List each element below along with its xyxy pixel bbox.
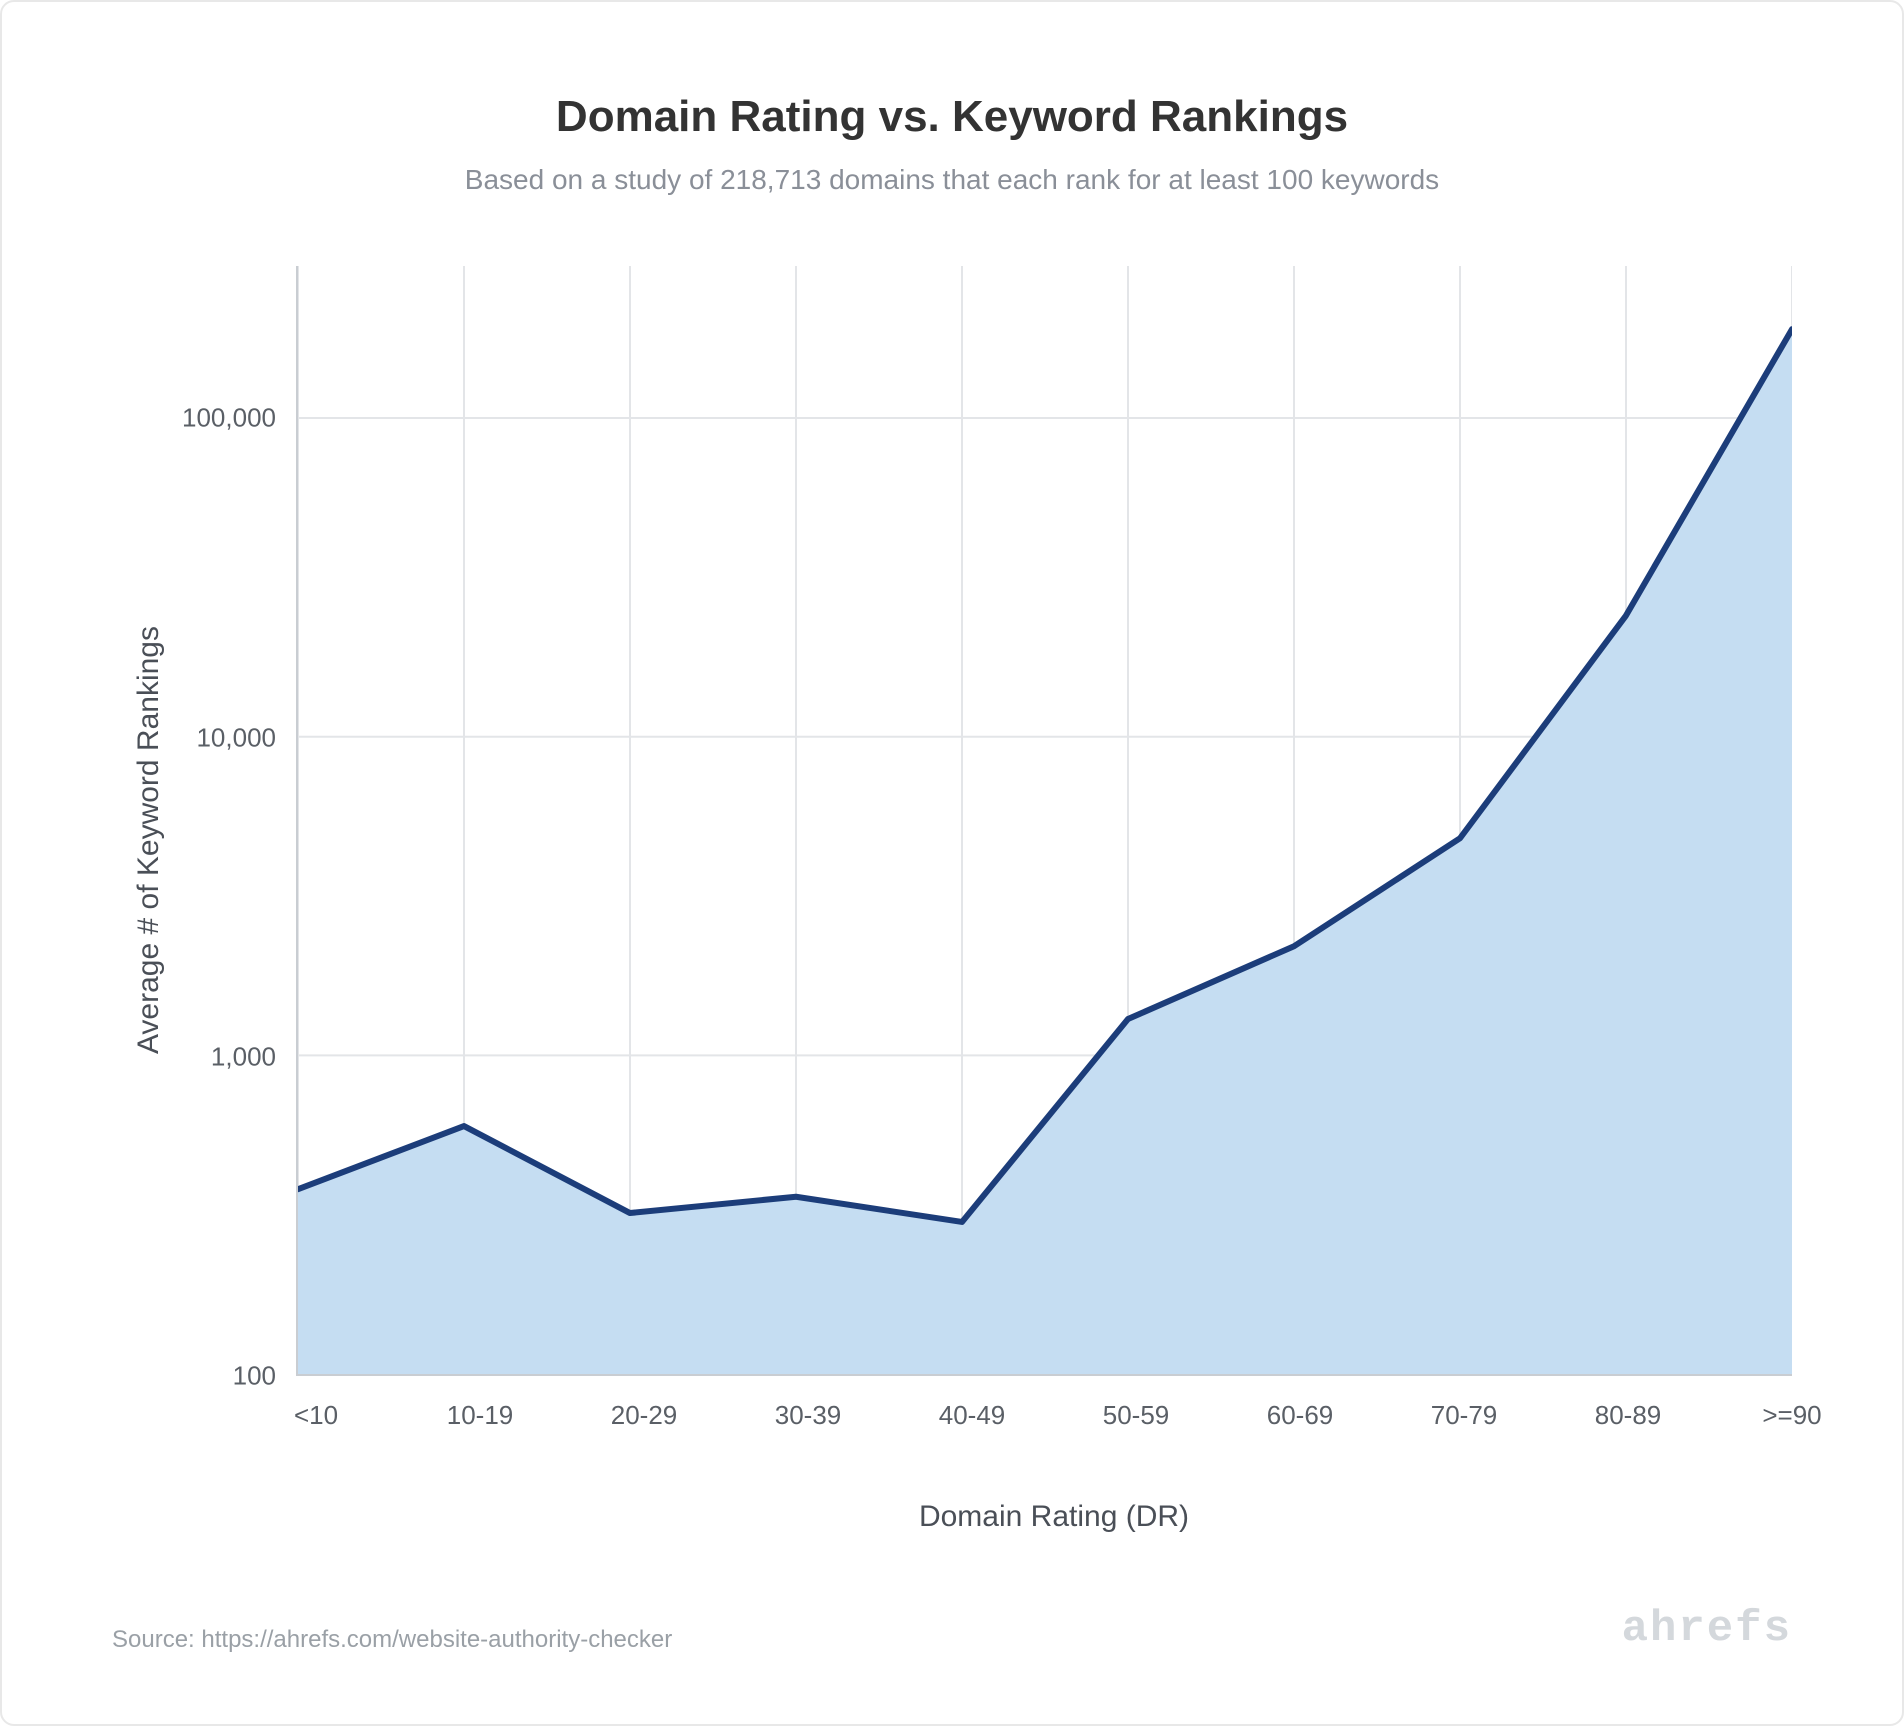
x-axis-label: Domain Rating (DR) [316,1500,1792,1534]
y-axis-ticks: 1001,00010,000100,000 [166,266,296,1376]
chart-area: Average # of Keyword Rankings 100 1,000 10… [112,266,1792,1534]
source-text: Source: https://ahrefs.com/website-autho… [112,1626,672,1654]
y-tick-label: 100,000 [182,403,276,434]
chart-svg [298,266,1792,1374]
x-tick-label: >=90 [1762,1400,1821,1431]
x-axis-ticks: <1010-1920-2930-3940-4950-5960-6970-7980… [316,1376,1792,1440]
x-tick-label: 30-39 [775,1400,842,1431]
chart-subtitle: Based on a study of 218,713 domains that… [112,164,1792,196]
y-tick-label: 100 [233,1361,276,1392]
plot-region [296,266,1792,1376]
y-tick-label: 1,000 [211,1041,276,1072]
chart-card: Domain Rating vs. Keyword Rankings Based… [0,0,1904,1726]
x-tick-label: 20-29 [611,1400,678,1431]
x-tick-label: 60-69 [1267,1400,1334,1431]
brand-logo: ahrefs [1622,1604,1792,1654]
x-tick-label: <10 [294,1400,338,1431]
x-tick-label: 50-59 [1103,1400,1170,1431]
x-tick-label: 40-49 [939,1400,1006,1431]
y-axis-label: Average # of Keyword Rankings [112,626,166,1054]
chart-title: Domain Rating vs. Keyword Rankings [112,92,1792,142]
card-footer: Source: https://ahrefs.com/website-autho… [112,1604,1792,1654]
x-tick-label: 10-19 [447,1400,514,1431]
y-tick-label: 10,000 [196,722,276,753]
x-tick-label: 80-89 [1595,1400,1662,1431]
x-tick-label: 70-79 [1431,1400,1498,1431]
